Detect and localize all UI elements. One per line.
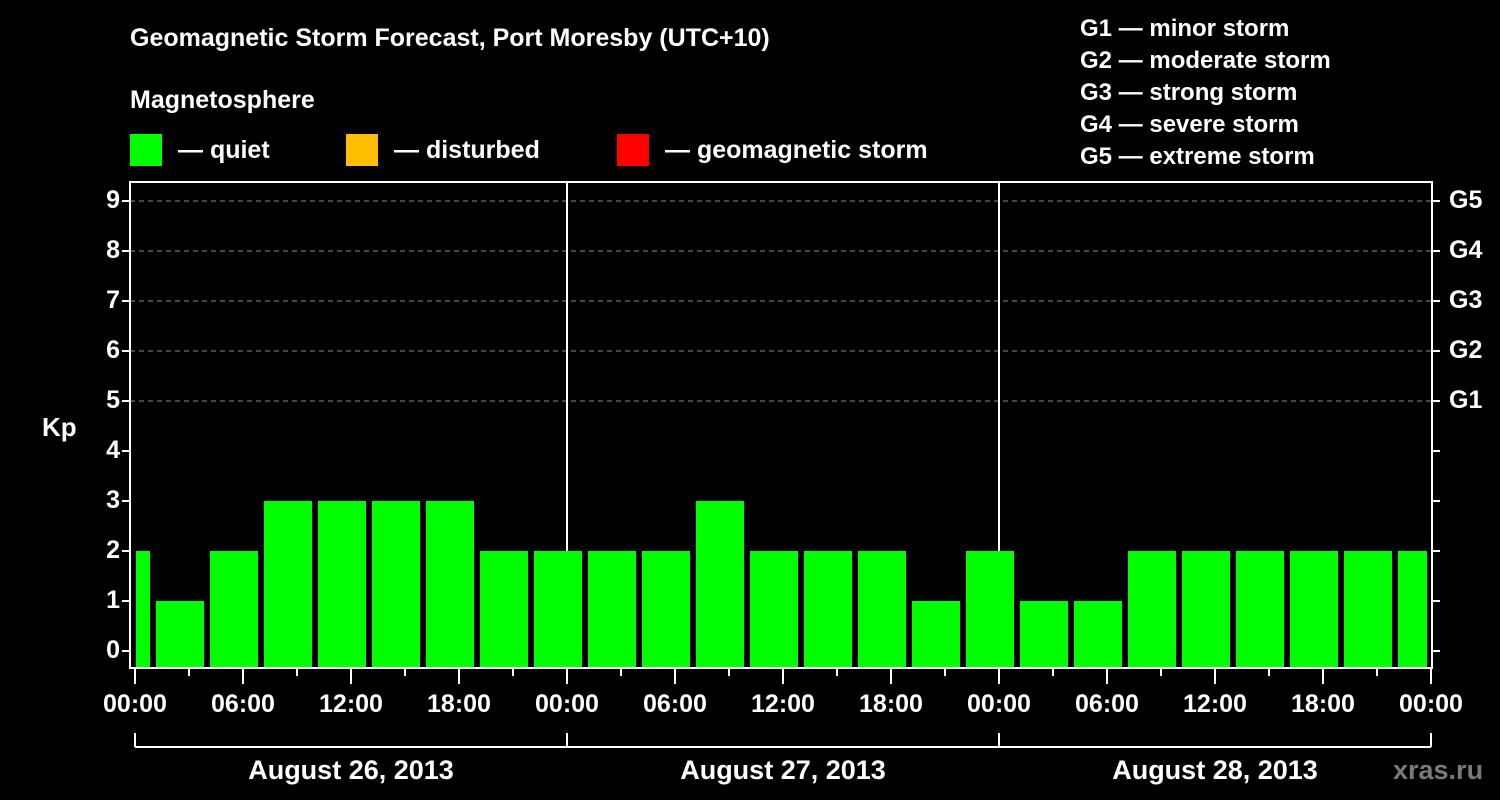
chart-title: Geomagnetic Storm Forecast, Port Moresby… [130,24,770,52]
plot-border [129,181,1433,669]
kp-bar [696,501,744,668]
x-tick-label: 12:00 [1183,690,1247,718]
plot-frame [129,181,1433,669]
kp-bar [1398,551,1427,668]
kp-bar [136,551,150,668]
kp-bar [588,551,636,668]
g-level-label: G5 [1449,186,1483,214]
y-tick-label: 2 [106,536,120,564]
x-tick-label: 12:00 [319,690,383,718]
y-tick-label: 8 [106,236,120,264]
kp-bar [642,551,690,668]
g-level-label: G4 [1449,236,1483,264]
g-scale-item: G1 — minor storm [1080,15,1290,42]
y-tick-label: 0 [106,636,120,664]
kp-bar [372,501,420,668]
x-tick-label: 00:00 [1399,690,1463,718]
kp-bar [1128,551,1176,668]
kp-bar [750,551,798,668]
x-tick-label: 06:00 [1075,690,1139,718]
storm-swatch-icon [617,134,649,166]
y-tick-label: 5 [106,386,120,414]
legend-item-disturbed: — disturbed [346,134,540,166]
legend-item-quiet: — quiet [130,134,270,166]
quiet-swatch-icon [130,134,162,166]
legend-label: — quiet [178,135,270,164]
kp-bar [210,551,258,668]
legend-label: — geomagnetic storm [665,135,928,164]
kp-bar [480,551,528,668]
g-scale-item: G5 — extreme storm [1080,143,1315,170]
kp-bar [966,551,1014,668]
date-label-day3: August 28, 2013 [1112,755,1318,785]
x-tick-label: 18:00 [1291,690,1355,718]
g-scale-item: G2 — moderate storm [1080,47,1331,74]
y-tick-label: 7 [106,286,120,314]
g-level-label: G3 [1449,286,1483,314]
x-tick-label: 00:00 [535,690,599,718]
kp-bar [1182,551,1230,668]
kp-bar [1290,551,1338,668]
kp-bar [426,501,474,668]
y-tick-label: 4 [106,436,120,464]
chart-subtitle: Magnetosphere [130,86,315,114]
kp-bar [264,501,312,668]
kp-bar [804,551,852,668]
kp-bar [318,501,366,668]
kp-bar [1074,601,1122,668]
y-tick-label: 6 [106,336,120,364]
disturbed-swatch-icon [346,134,378,166]
x-tick-label: 12:00 [751,690,815,718]
kp-bar [1344,551,1392,668]
g-scale-item: G3 — strong storm [1080,79,1298,106]
kp-bar [858,551,906,668]
legend-label: — disturbed [394,135,540,164]
x-tick-label: 18:00 [427,690,491,718]
axis-ticks [122,200,1440,748]
y-tick-label: 9 [106,186,120,214]
x-tick-label: 00:00 [103,690,167,718]
kp-bar [1020,601,1068,668]
x-tick-label: 18:00 [859,690,923,718]
g-level-label: G1 [1449,386,1483,414]
g-level-label: G2 [1449,336,1483,364]
kp-bar [1236,551,1284,668]
x-tick-label: 00:00 [967,690,1031,718]
y-tick-label: 1 [106,586,120,614]
watermark: xras.ru [1393,755,1484,785]
g-scale-item: G4 — severe storm [1080,111,1299,138]
kp-bars [136,501,1427,668]
x-tick-label: 06:00 [643,690,707,718]
y-axis-title: Kp [42,412,77,442]
kp-bar [912,601,960,668]
date-label-day1: August 26, 2013 [248,755,454,785]
date-label-day2: August 27, 2013 [680,755,886,785]
y-tick-label: 3 [106,486,120,514]
kp-bar [534,551,582,668]
kp-bar [156,601,204,668]
x-tick-label: 06:00 [211,690,275,718]
legend-item-storm: — geomagnetic storm [617,134,928,166]
